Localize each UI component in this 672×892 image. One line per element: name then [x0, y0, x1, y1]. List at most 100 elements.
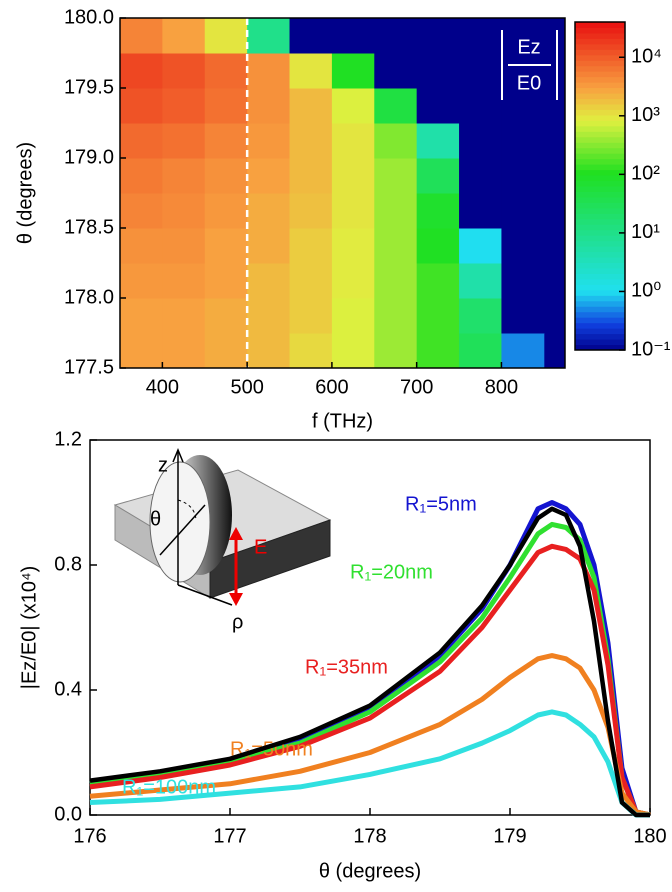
heatmap-cell	[459, 228, 502, 264]
heatmap-cell	[374, 53, 418, 89]
heatmap-cell	[459, 18, 502, 54]
y-tick-label: 0.4	[54, 678, 82, 700]
heatmap-cell	[162, 18, 206, 54]
colorbar-tick-label: 10⁰	[631, 280, 661, 302]
heatmap-cell	[459, 333, 502, 369]
plot-frame	[119, 17, 566, 369]
colorbar-label-denominator: E0	[517, 72, 541, 94]
heatmap-cell	[501, 88, 545, 124]
colorbar-strip	[575, 153, 625, 160]
colorbar-strip	[575, 191, 625, 198]
heatmap-cell	[416, 158, 460, 194]
heatmap-cell	[247, 123, 291, 159]
heatmap-cell	[374, 88, 418, 124]
colorbar-strip	[575, 82, 625, 89]
colorbar-tick-label: 10¹	[631, 221, 660, 243]
heatmap-cell	[204, 333, 248, 369]
colorbar-tick-label: 10³	[631, 104, 660, 126]
colorbar-strip	[575, 229, 625, 236]
colorbar-strip	[575, 322, 625, 329]
series-label: R₁=35nm	[305, 656, 388, 678]
colorbar-strip	[575, 125, 625, 132]
heatmap-cell	[204, 298, 248, 334]
x-tick-label: 178	[353, 825, 386, 847]
x-tick-label: 176	[73, 825, 106, 847]
heatmap-cell	[374, 263, 418, 299]
heatmap-cell	[247, 298, 291, 334]
colorbar-strip	[575, 344, 625, 351]
heatmap-cell	[459, 263, 502, 299]
x-tick-label: 400	[146, 376, 179, 398]
heatmap-cell	[374, 298, 418, 334]
x-tick-label: 800	[485, 376, 518, 398]
heatmap-cell	[501, 53, 545, 89]
colorbar-strip	[575, 164, 625, 171]
heatmap-cell	[331, 333, 375, 369]
colorbar-strip	[575, 158, 625, 165]
x-tick-label: 600	[315, 376, 348, 398]
colorbar-strip	[575, 142, 625, 149]
y-tick-label: 178.0	[64, 286, 114, 308]
heatmap-cell	[289, 263, 333, 299]
colorbar-strip	[575, 147, 625, 154]
colorbar-strip	[575, 306, 625, 313]
heatmap-cell	[459, 123, 502, 159]
heatmap-cell	[204, 158, 248, 194]
colorbar-label-numerator: Ez	[517, 36, 540, 58]
heatmap-cell	[289, 18, 333, 54]
heatmap-cell	[501, 193, 545, 229]
rho-axis	[177, 584, 233, 606]
heatmap-cell	[416, 18, 460, 54]
heatmap-cell	[162, 298, 206, 334]
colorbar-strip	[575, 76, 625, 83]
colorbar-strip	[575, 114, 625, 121]
heatmap-cell	[416, 263, 460, 299]
colorbar-strip	[575, 333, 625, 340]
heatmap-cell	[247, 158, 291, 194]
colorbar-strip	[575, 27, 625, 34]
heatmap-cell	[289, 333, 333, 369]
heatmap-cell	[289, 123, 333, 159]
heatmap-cell	[162, 228, 206, 264]
y-axis-label: θ (degrees)	[14, 142, 36, 244]
colorbar-strip	[575, 278, 625, 285]
colorbar-strip	[575, 202, 625, 209]
heatmap-cell	[162, 123, 206, 159]
colorbar-strip	[575, 262, 625, 269]
series-label: R₁=100nm	[122, 776, 216, 798]
colorbar-strip	[575, 196, 625, 203]
y-tick-label: 0.0	[54, 803, 82, 825]
colorbar-strip	[575, 180, 625, 187]
colorbar-strip	[575, 295, 625, 302]
colorbar-tick-label: 10⁻¹	[631, 338, 671, 360]
heatmap-cell	[374, 18, 418, 54]
colorbar-strip	[575, 235, 625, 242]
heatmap-cell	[459, 193, 502, 229]
x-tick-label: 177	[213, 825, 246, 847]
y-axis-label: |Ez/E0| (x10⁴)	[18, 566, 40, 689]
colorbar-strip	[575, 104, 625, 110]
heatmap-cell	[459, 298, 502, 334]
colorbar-strip	[575, 38, 625, 45]
inset: z θ Eρ	[113, 448, 332, 633]
heatmap-cell	[331, 158, 375, 194]
colorbar-strip	[575, 246, 625, 253]
heatmap-cell	[374, 123, 418, 159]
x-tick-label: 500	[230, 376, 263, 398]
heatmap-cell	[162, 333, 206, 369]
colorbar-strip	[575, 224, 625, 231]
heatmap-cell	[162, 263, 206, 299]
colorbar-strip	[575, 136, 625, 143]
e-head-bottom	[229, 593, 243, 606]
z-arrow	[172, 448, 184, 463]
heatmap-cell	[120, 158, 163, 194]
heatmap-cell	[374, 193, 418, 229]
y-tick-label: 180.0	[64, 6, 114, 28]
heatmap-cell	[289, 193, 333, 229]
heatmap-cell	[416, 193, 460, 229]
colorbar-strip	[575, 71, 625, 78]
heatmap-cell	[120, 228, 163, 264]
heatmap-cell	[204, 193, 248, 229]
heatmap-cell	[204, 228, 248, 264]
